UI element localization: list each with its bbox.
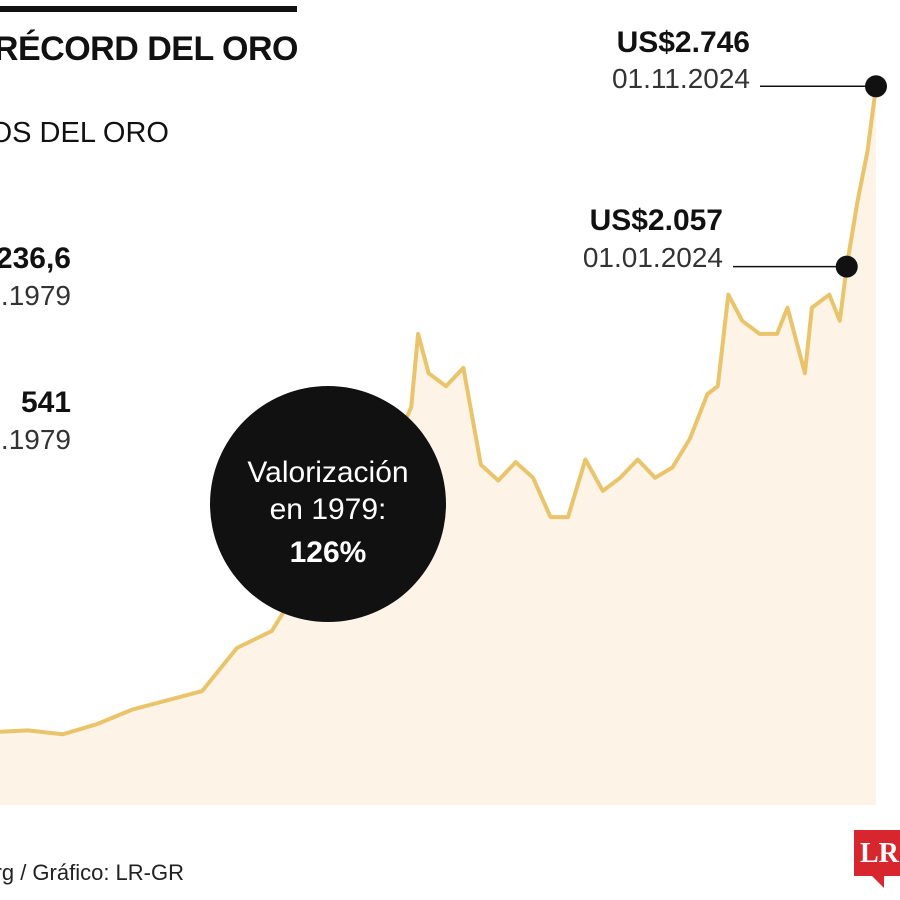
left-date-2: .1979: [0, 424, 71, 455]
lr-logo-text: LR: [860, 838, 899, 869]
valorization-bubble: Valorización en 1979: 126%: [210, 386, 446, 622]
bubble-line-1: Valorización: [247, 456, 409, 489]
source-credit: erg / Gráfico: LR-GR: [0, 860, 184, 885]
annotation-top-date: 01.11.2024: [611, 63, 750, 94]
left-value-2: 541: [20, 386, 71, 419]
annotation-dot-mid: [835, 255, 858, 278]
annotation-mid-value: US$2.057: [589, 204, 723, 237]
page-title: RÉCORD DEL ORO: [0, 30, 299, 68]
lr-logo: LR: [854, 830, 900, 876]
bubble-percentage: 126%: [289, 536, 367, 569]
page-subtitle: OS DEL ORO: [0, 117, 169, 149]
left-value-1: 236,6: [0, 242, 71, 275]
price-area-fill: [0, 86, 876, 806]
bubble-line-2: en 1979:: [269, 493, 387, 526]
annotation-top-value: US$2.746: [616, 26, 750, 59]
lr-logo-tail: [872, 876, 884, 888]
left-date-1: .1979: [0, 280, 71, 311]
annotation-mid-date: 01.01.2024: [582, 242, 723, 273]
top-rule: [0, 6, 297, 12]
price-line: [0, 86, 878, 737]
annotation-dot-top: [865, 75, 887, 98]
